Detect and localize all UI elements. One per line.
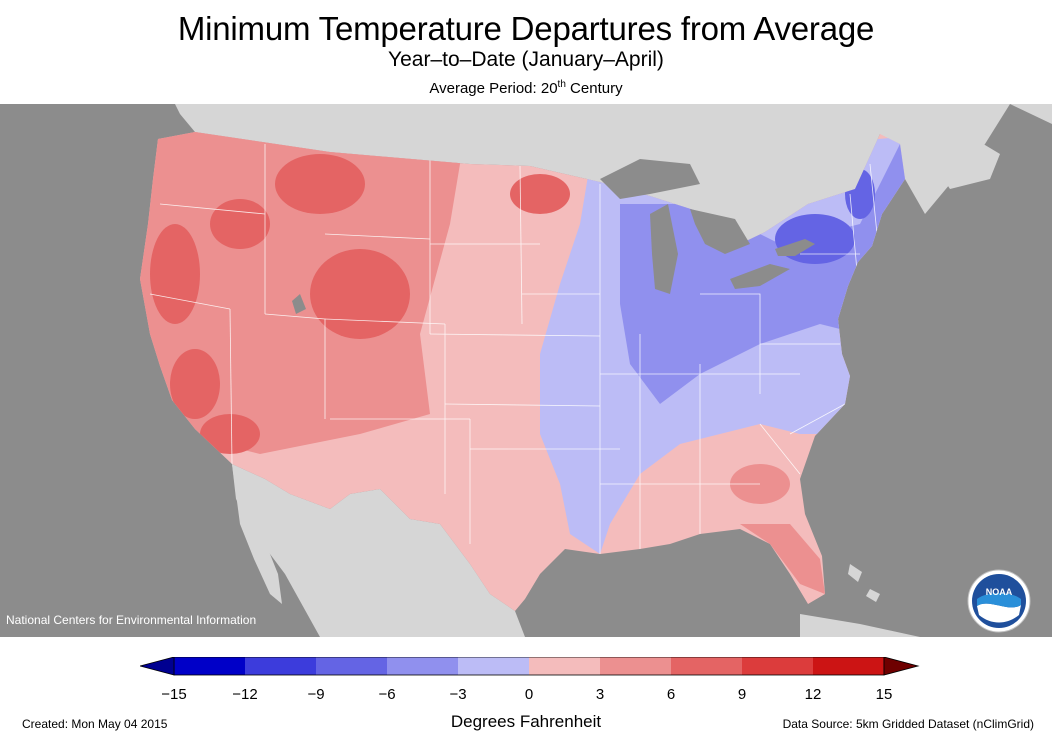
legend-low-arrow	[140, 657, 175, 676]
average-period: Average Period: 20th Century	[429, 79, 623, 97]
lake-huron	[690, 209, 750, 254]
great-salt-lake	[292, 294, 306, 314]
legend-tick-label: 3	[595, 686, 605, 703]
legend-swatch	[529, 657, 601, 675]
data-source: Data Source: 5km Gridded Dataset (nClimG…	[782, 717, 1034, 731]
lake-ontario	[775, 239, 815, 256]
legend-swatch	[813, 657, 885, 675]
legend-swatch	[458, 657, 530, 675]
state-borders	[149, 144, 881, 554]
legend-tick-label: −15	[161, 686, 187, 703]
ncei-credit: National Centers for Environmental Infor…	[6, 613, 256, 627]
temperature-departure-map: National Centers for Environmental Infor…	[0, 104, 1052, 637]
legend-tick-label: 15	[875, 686, 893, 703]
legend-tick-label: −12	[232, 686, 258, 703]
legend-high-arrow	[883, 657, 920, 676]
legend-units: Degrees Fahrenheit	[450, 712, 602, 731]
legend-swatch	[387, 657, 459, 675]
cuba	[800, 614, 920, 637]
lake-michigan	[650, 204, 678, 294]
legend-tick-label: −9	[307, 686, 325, 703]
created-date: Created: Mon May 04 2015	[22, 717, 168, 731]
legend-tick-label: 0	[524, 686, 534, 703]
legend-colorbar	[140, 657, 920, 676]
nova-scotia	[930, 139, 1000, 189]
legend-tick-label: −3	[449, 686, 467, 703]
noaa-logo-text: NOAA	[986, 587, 1013, 597]
baja-california	[232, 464, 282, 604]
noaa-logo: NOAA	[967, 569, 1031, 633]
lake-erie	[730, 264, 790, 289]
legend-swatch	[671, 657, 743, 675]
map-subtitle: Year–to–Date (January–April)	[388, 48, 664, 71]
legend-swatch	[742, 657, 814, 675]
legend-swatch	[600, 657, 672, 675]
legend-tick-label: 9	[737, 686, 747, 703]
legend-tick-label: −6	[378, 686, 396, 703]
legend-tick-label: 6	[666, 686, 676, 703]
map-title: Minimum Temperature Departures from Aver…	[177, 10, 875, 47]
legend-swatch	[174, 657, 246, 675]
legend-swatch	[316, 657, 388, 675]
lake-superior	[600, 159, 700, 199]
legend-tick-label: 12	[804, 686, 822, 703]
mexico-landmass	[232, 464, 525, 637]
legend-swatch	[245, 657, 317, 675]
bahamas	[848, 564, 880, 602]
